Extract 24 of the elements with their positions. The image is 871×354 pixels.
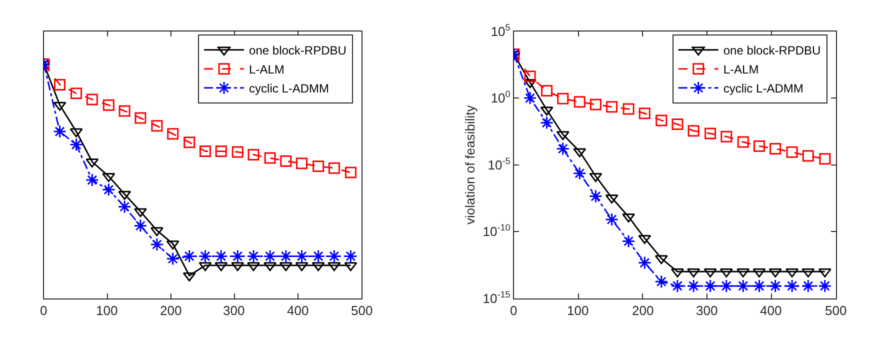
x-tick-label: 500 [825,303,847,318]
legend-label: one block-RPDBU [249,44,346,58]
x-tick-label: 100 [567,303,589,318]
x-tick-label: 300 [696,303,718,318]
y-axis-title: violation of feasibility [462,104,478,224]
y-tick-label: 10$^{-10}$ [482,222,510,240]
x-tick-label: 400 [287,303,309,318]
legend-label: one block-RPDBU [723,44,821,58]
legend-label: L-ALM [249,62,284,77]
y-tick-label: 10$^{5}$ [490,22,510,39]
legend-label: cyclic L-ADMM [723,82,804,96]
x-tick-label: 0 [510,303,518,318]
x-tick-label: 300 [223,303,245,318]
x-tick-label: 200 [632,303,654,318]
x-tick-label: 500 [351,303,373,318]
x-tick-label: 0 [40,303,48,318]
y-tick-label: 10$^{0}$ [490,89,510,106]
legend-label: L-ALM [723,62,759,77]
y-tick-label: 10$^{-15}$ [482,289,510,306]
x-tick-label: 400 [760,303,782,318]
y-tick-label: 10$^{-5}$ [488,156,510,172]
x-tick-label: 100 [96,303,118,318]
x-tick-label: 200 [160,303,182,318]
legend-label: cyclic L-ADMM [249,82,330,96]
